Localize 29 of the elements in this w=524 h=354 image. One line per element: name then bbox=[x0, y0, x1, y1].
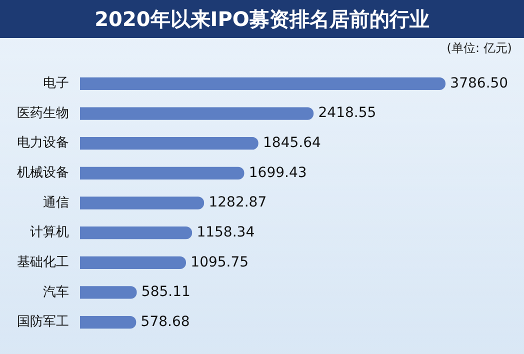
y-tick-label: 国防军工 bbox=[17, 314, 69, 330]
bar bbox=[80, 256, 186, 269]
bar bbox=[80, 196, 204, 210]
data-label: 578.68 bbox=[140, 314, 190, 330]
bar bbox=[80, 226, 192, 240]
bar bbox=[80, 286, 137, 299]
data-label: 1845.64 bbox=[263, 134, 321, 151]
text: (单位: 亿元) bbox=[446, 40, 512, 57]
y-tick-label: 基础化工 bbox=[17, 255, 69, 270]
y-tick-label: 医药生物 bbox=[17, 106, 69, 121]
data-label: 1158.34 bbox=[196, 224, 255, 240]
y-tick-label: 通信 bbox=[43, 195, 69, 210]
bar bbox=[80, 166, 244, 180]
data-label: 2418.55 bbox=[318, 105, 376, 122]
bar bbox=[80, 77, 446, 90]
y-tick-label: 电子 bbox=[43, 76, 69, 92]
chart-title: 2020年以来IPO募资排名居前的行业 bbox=[0, 0, 524, 38]
bar bbox=[80, 137, 258, 150]
y-tick-label: 电力设备 bbox=[17, 136, 69, 151]
data-label: 585.11 bbox=[141, 284, 190, 300]
data-label: 1282.87 bbox=[208, 194, 267, 211]
y-tick-label: 计算机 bbox=[30, 225, 69, 240]
y-tick-label: 机械设备 bbox=[17, 166, 69, 181]
bar bbox=[80, 107, 314, 120]
data-label: 3786.50 bbox=[450, 75, 508, 92]
data-label: 1699.43 bbox=[248, 164, 307, 181]
bar bbox=[80, 316, 136, 329]
y-tick-label: 汽车 bbox=[43, 284, 69, 300]
data-label: 1095.75 bbox=[190, 254, 249, 270]
